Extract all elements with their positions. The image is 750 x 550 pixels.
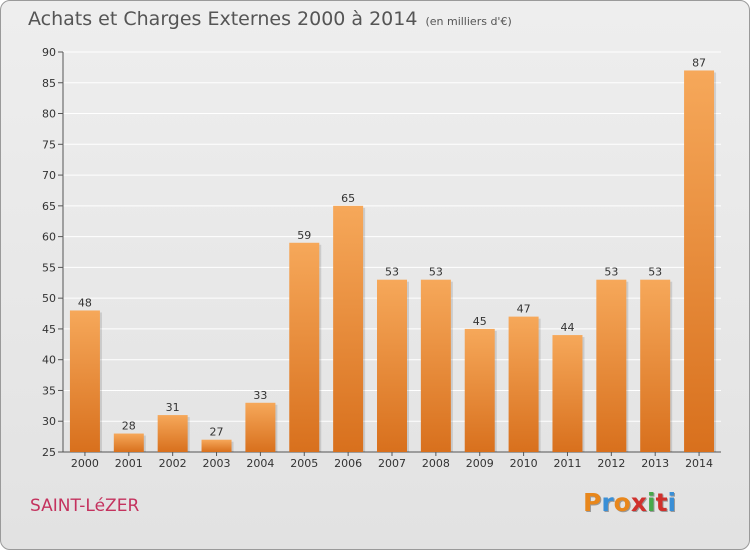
data-label: 48	[78, 296, 92, 309]
data-label: 33	[253, 389, 267, 402]
logo-letter: x	[630, 488, 647, 517]
bar-2003	[201, 439, 232, 452]
x-tick-label: 2002	[159, 457, 187, 470]
data-label: 31	[166, 401, 180, 414]
proxiti-logo: Proxiti	[583, 488, 676, 517]
data-label: 47	[517, 303, 531, 316]
y-tick-labels: 25 30 35 40 45 50 55 60 65 70 75 80 85 90	[42, 46, 56, 459]
logo-letter: P	[583, 488, 602, 517]
chart-title: Achats et Charges Externes 2000 à 2014	[28, 8, 418, 30]
bar-2002	[157, 415, 188, 452]
chart-title-block: Achats et Charges Externes 2000 à 2014 (e…	[28, 8, 512, 30]
x-tick-label: 2012	[597, 457, 625, 470]
data-label: 87	[692, 56, 706, 69]
logo-letter: o	[613, 488, 631, 517]
x-tick-labels: 2000 2001 2002 2003 2004 2005 2006 2007 2008 2009…	[71, 457, 713, 470]
data-label: 53	[385, 266, 399, 279]
y-tick-label: 40	[42, 354, 56, 367]
data-label: 53	[429, 266, 443, 279]
bar-2005	[289, 242, 320, 452]
y-tick-label: 90	[42, 46, 56, 59]
data-label: 53	[604, 266, 618, 279]
data-label: 59	[297, 229, 311, 242]
data-labels: 48 28 31 27 33 59 65 53 53 45 47 44 53 53 87	[78, 56, 706, 438]
bar-2011	[552, 335, 583, 452]
y-tick-label: 60	[42, 231, 56, 244]
bar-2000	[69, 310, 100, 452]
bar-2006	[333, 205, 364, 452]
y-tick-label: 25	[42, 446, 56, 459]
y-tick-label: 70	[42, 169, 56, 182]
y-tick-label: 85	[42, 77, 56, 90]
x-tick-label: 2000	[71, 457, 99, 470]
x-tick-label: 2010	[510, 457, 538, 470]
data-label: 45	[473, 315, 487, 328]
y-tick-label: 55	[42, 261, 56, 274]
data-label: 28	[122, 420, 136, 433]
data-label: 65	[341, 192, 355, 205]
bar-2004	[245, 402, 276, 452]
logo-letter: r	[601, 488, 614, 517]
bars	[69, 70, 717, 452]
logo-letter: i	[667, 488, 677, 517]
y-tick-label: 80	[42, 108, 56, 121]
y-tick-label: 50	[42, 292, 56, 305]
bar-2009	[464, 328, 495, 452]
data-label: 53	[648, 266, 662, 279]
bar-2012	[596, 279, 627, 452]
chart-unit-note: (en milliers d'€)	[425, 15, 512, 28]
data-label: 27	[210, 426, 224, 439]
x-tick-label: 2007	[378, 457, 406, 470]
bar-2013	[640, 279, 671, 452]
logo-letter: i	[647, 488, 656, 517]
x-tick-label: 2009	[466, 457, 494, 470]
x-tick-label: 2008	[422, 457, 450, 470]
data-label: 44	[560, 321, 574, 334]
bar-2001	[113, 433, 144, 452]
y-tick-label: 30	[42, 415, 56, 428]
x-tick-label: 2014	[685, 457, 713, 470]
x-tick-label: 2006	[334, 457, 362, 470]
bar-2014	[684, 70, 715, 452]
bar-2010	[508, 316, 539, 452]
x-tick-label: 2011	[553, 457, 581, 470]
x-tick-label: 2004	[246, 457, 274, 470]
logo-letter: t	[655, 488, 668, 517]
commune-name: SAINT-LéZER	[30, 496, 140, 516]
x-tick-label: 2001	[115, 457, 143, 470]
y-tick-label: 45	[42, 323, 56, 336]
x-tick-label: 2003	[203, 457, 231, 470]
y-tick-label: 35	[42, 384, 56, 397]
bar-2008	[420, 279, 451, 452]
y-tick-label: 65	[42, 200, 56, 213]
x-tick-label: 2005	[290, 457, 318, 470]
y-tick-label: 75	[42, 138, 56, 151]
x-tick-label: 2013	[641, 457, 669, 470]
bar-2007	[377, 279, 407, 452]
